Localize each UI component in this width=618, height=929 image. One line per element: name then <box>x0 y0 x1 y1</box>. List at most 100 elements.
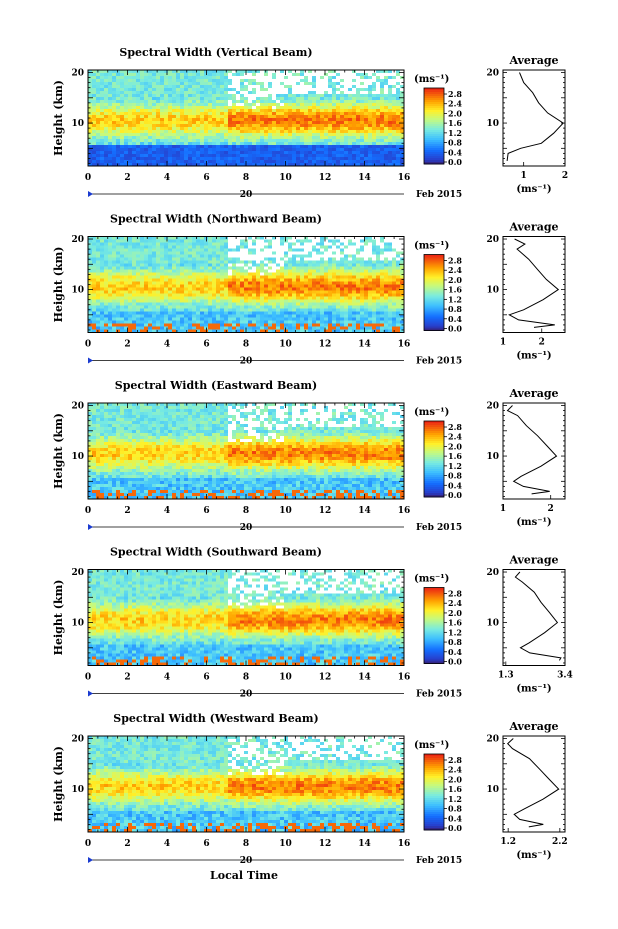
colorbar-tick-label: 2.4 <box>448 265 462 275</box>
x-tick-label: 10 <box>279 340 292 350</box>
average-frame <box>502 569 566 666</box>
average-profile-line <box>506 405 558 495</box>
y-axis-label: Height (km) <box>52 80 65 156</box>
colorbar-frame <box>423 87 445 165</box>
x-tick-label: 4 <box>164 506 170 516</box>
x-tick-label: 6 <box>203 506 209 516</box>
x-axis-label: Local Time <box>210 869 278 882</box>
date-start-marker <box>88 191 93 197</box>
colorbar-tick-label: 0.8 <box>448 138 462 148</box>
average-title: Average <box>508 387 558 400</box>
colorbar-frame <box>423 587 445 664</box>
colorbar-tick-label: 2.4 <box>448 99 462 109</box>
average-units: (ms⁻¹) <box>516 684 551 695</box>
x-tick-label: 10 <box>279 839 292 849</box>
x-tick-label: 16 <box>398 839 411 849</box>
colorbar-tick-label: 1.6 <box>448 618 462 628</box>
day-label: 20 <box>240 357 253 367</box>
colorbar-tick-label: 1.2 <box>448 794 462 804</box>
average-y-tick-label: 20 <box>486 402 499 412</box>
colorbar-tick-label: 0.8 <box>448 304 462 314</box>
x-tick-label: 6 <box>203 340 209 350</box>
panel-1: Spectral Width (Vertical Beam)0 2 4 6 8 10 12 1… <box>52 46 568 200</box>
panel-4: Spectral Width (Southward Beam) 0 2 4 6 8 10 12… <box>52 546 573 700</box>
y-tick-label: 10 <box>71 119 84 129</box>
x-tick-label: 2 <box>124 506 130 516</box>
colorbar-tick-label: 0.0 <box>448 823 462 833</box>
average-y-tick-label: 20 <box>486 235 499 245</box>
heatmap-field <box>88 403 404 499</box>
colorbar-tick-label: 1.2 <box>448 294 462 304</box>
x-tick-label: 14 <box>358 839 371 849</box>
colorbar-tick-label: 0.0 <box>448 324 462 334</box>
x-tick-label: 6 <box>203 673 209 683</box>
average-x-tick-label: 2 <box>562 171 568 181</box>
y-tick-label: 20 <box>71 735 84 745</box>
colorbar-tick-label: 0.4 <box>448 147 462 157</box>
colorbar-tick-label: 2.4 <box>448 598 462 608</box>
heatmap-field <box>88 569 404 666</box>
panel-3: Spectral Width (Eastward Beam)0 2 4 6 8 10 12 1… <box>52 379 566 533</box>
colorbar-tick-label: 2.8 <box>448 589 462 599</box>
x-tick-label: 2 <box>124 839 130 849</box>
colorbar <box>424 421 444 498</box>
colorbar-tick-label: 2.0 <box>448 108 462 118</box>
average-frame <box>502 236 566 333</box>
colorbar-tick-label: 2.0 <box>448 441 462 451</box>
y-tick-label: 10 <box>71 452 84 462</box>
colorbar-units: (ms⁻¹) <box>414 740 449 751</box>
average-y-tick-label: 10 <box>486 286 499 296</box>
colorbar-tick-label: 2.0 <box>448 608 462 618</box>
x-tick-label: 14 <box>358 506 371 516</box>
x-tick-label: 14 <box>358 173 371 183</box>
colorbar <box>424 587 444 664</box>
date-label: Feb 2015 <box>416 190 462 200</box>
colorbar-tick-label: 1.2 <box>448 627 462 637</box>
day-label: 20 <box>240 690 253 700</box>
heatmap-title: Spectral Width (Westward Beam) <box>113 712 318 725</box>
x-tick-label: 0 <box>85 839 91 849</box>
x-tick-label: 12 <box>319 506 332 516</box>
panel-2: Spectral Width (Northward Beam)0 2 4 6 8 10 12… <box>52 213 566 367</box>
colorbar <box>424 88 444 165</box>
average-y-tick-label: 10 <box>486 119 499 129</box>
day-label: 20 <box>240 190 253 200</box>
y-axis-label: Height (km) <box>52 247 65 323</box>
x-tick-label: 12 <box>319 673 332 683</box>
x-tick-label: 2 <box>124 340 130 350</box>
date-label: Feb 2015 <box>416 856 462 866</box>
x-tick-label: 6 <box>203 839 209 849</box>
day-label: 20 <box>240 856 253 866</box>
average-y-tick-label: 20 <box>486 69 499 79</box>
average-title: Average <box>508 221 558 234</box>
y-axis-label: Height (km) <box>52 746 65 822</box>
average-title: Average <box>508 54 558 67</box>
x-tick-label: 8 <box>243 839 249 849</box>
x-tick-label: 2 <box>124 673 130 683</box>
colorbar-units: (ms⁻¹) <box>414 74 449 85</box>
y-tick-label: 10 <box>71 286 84 296</box>
x-tick-label: 16 <box>398 340 411 350</box>
colorbar-tick-label: 0.4 <box>448 813 462 823</box>
y-axis-label: Height (km) <box>52 413 65 489</box>
colorbar-units: (ms⁻¹) <box>414 407 449 418</box>
average-y-tick-label: 20 <box>486 568 499 578</box>
x-tick-label: 8 <box>243 506 249 516</box>
colorbar <box>424 754 444 831</box>
y-tick-label: 20 <box>71 69 84 79</box>
colorbar-tick-label: 2.8 <box>448 89 462 99</box>
average-x-tick-label: 1 <box>521 171 527 181</box>
x-tick-label: 16 <box>398 506 411 516</box>
x-tick-label: 0 <box>85 506 91 516</box>
colorbar-frame <box>423 254 445 331</box>
colorbar-tick-label: 0.8 <box>448 471 462 481</box>
colorbar-tick-label: 2.0 <box>448 275 462 285</box>
colorbar-tick-label: 0.4 <box>448 647 462 657</box>
colorbar-tick-label: 1.6 <box>448 784 462 794</box>
average-units: (ms⁻¹) <box>516 517 551 528</box>
x-tick-label: 8 <box>243 173 249 183</box>
average-x-tick-label: 2 <box>539 338 545 348</box>
heatmap-field <box>88 236 404 333</box>
colorbar-frame <box>423 420 445 498</box>
